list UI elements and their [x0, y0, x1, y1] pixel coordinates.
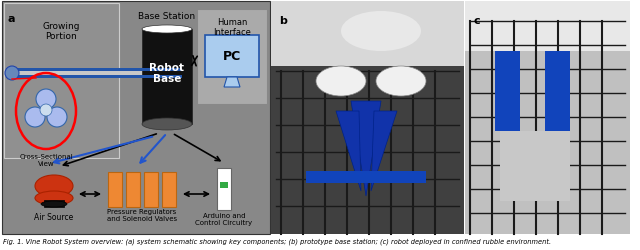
Circle shape	[47, 108, 67, 128]
Bar	[6, 69, 182, 72]
Bar	[217, 168, 231, 210]
Bar	[545, 52, 570, 132]
Bar	[142, 30, 192, 124]
Bar	[6, 76, 182, 79]
Text: b: b	[279, 16, 287, 26]
Text: Pressure Regulators
and Solenoid Valves: Pressure Regulators and Solenoid Valves	[107, 208, 177, 221]
Text: a: a	[8, 14, 15, 24]
Bar	[197, 10, 267, 104]
Ellipse shape	[142, 26, 192, 34]
Bar	[220, 182, 228, 188]
Bar	[271, 2, 464, 67]
Bar	[495, 52, 520, 132]
Bar	[306, 171, 426, 183]
Bar	[144, 172, 158, 207]
Circle shape	[36, 90, 56, 110]
Circle shape	[5, 67, 19, 81]
Ellipse shape	[142, 118, 192, 130]
Text: Air Source: Air Source	[35, 212, 74, 221]
Text: c: c	[473, 16, 479, 26]
Bar	[108, 172, 122, 207]
Text: PC: PC	[223, 50, 241, 63]
Bar	[465, 2, 630, 234]
Text: Base Station: Base Station	[138, 12, 196, 21]
Text: Robot
Base: Robot Base	[150, 62, 184, 84]
Bar	[126, 172, 140, 207]
Ellipse shape	[316, 67, 366, 96]
Text: Cross-Sectional
View: Cross-Sectional View	[19, 154, 73, 166]
Ellipse shape	[41, 201, 67, 207]
Circle shape	[25, 108, 45, 128]
Text: Fig. 1. Vine Robot System overview: (a) system schematic showing key components;: Fig. 1. Vine Robot System overview: (a) …	[3, 237, 551, 244]
Circle shape	[40, 104, 52, 117]
Bar	[2, 2, 270, 234]
Bar	[205, 36, 259, 78]
Bar	[271, 2, 464, 234]
Text: Growing
Portion: Growing Portion	[43, 22, 80, 41]
Polygon shape	[351, 102, 381, 196]
Polygon shape	[336, 112, 361, 191]
Ellipse shape	[376, 67, 426, 96]
Bar	[6, 69, 182, 79]
Text: Human
Interface: Human Interface	[213, 18, 251, 37]
Ellipse shape	[35, 175, 73, 197]
Bar	[44, 200, 64, 207]
Ellipse shape	[35, 191, 73, 205]
Polygon shape	[371, 112, 397, 191]
Bar	[162, 172, 176, 207]
Bar	[500, 132, 570, 201]
Polygon shape	[224, 78, 240, 88]
Ellipse shape	[341, 12, 421, 52]
Bar	[4, 4, 119, 158]
Bar	[465, 2, 630, 52]
Text: Arduino and
Control Circuitry: Arduino and Control Circuitry	[195, 212, 253, 225]
